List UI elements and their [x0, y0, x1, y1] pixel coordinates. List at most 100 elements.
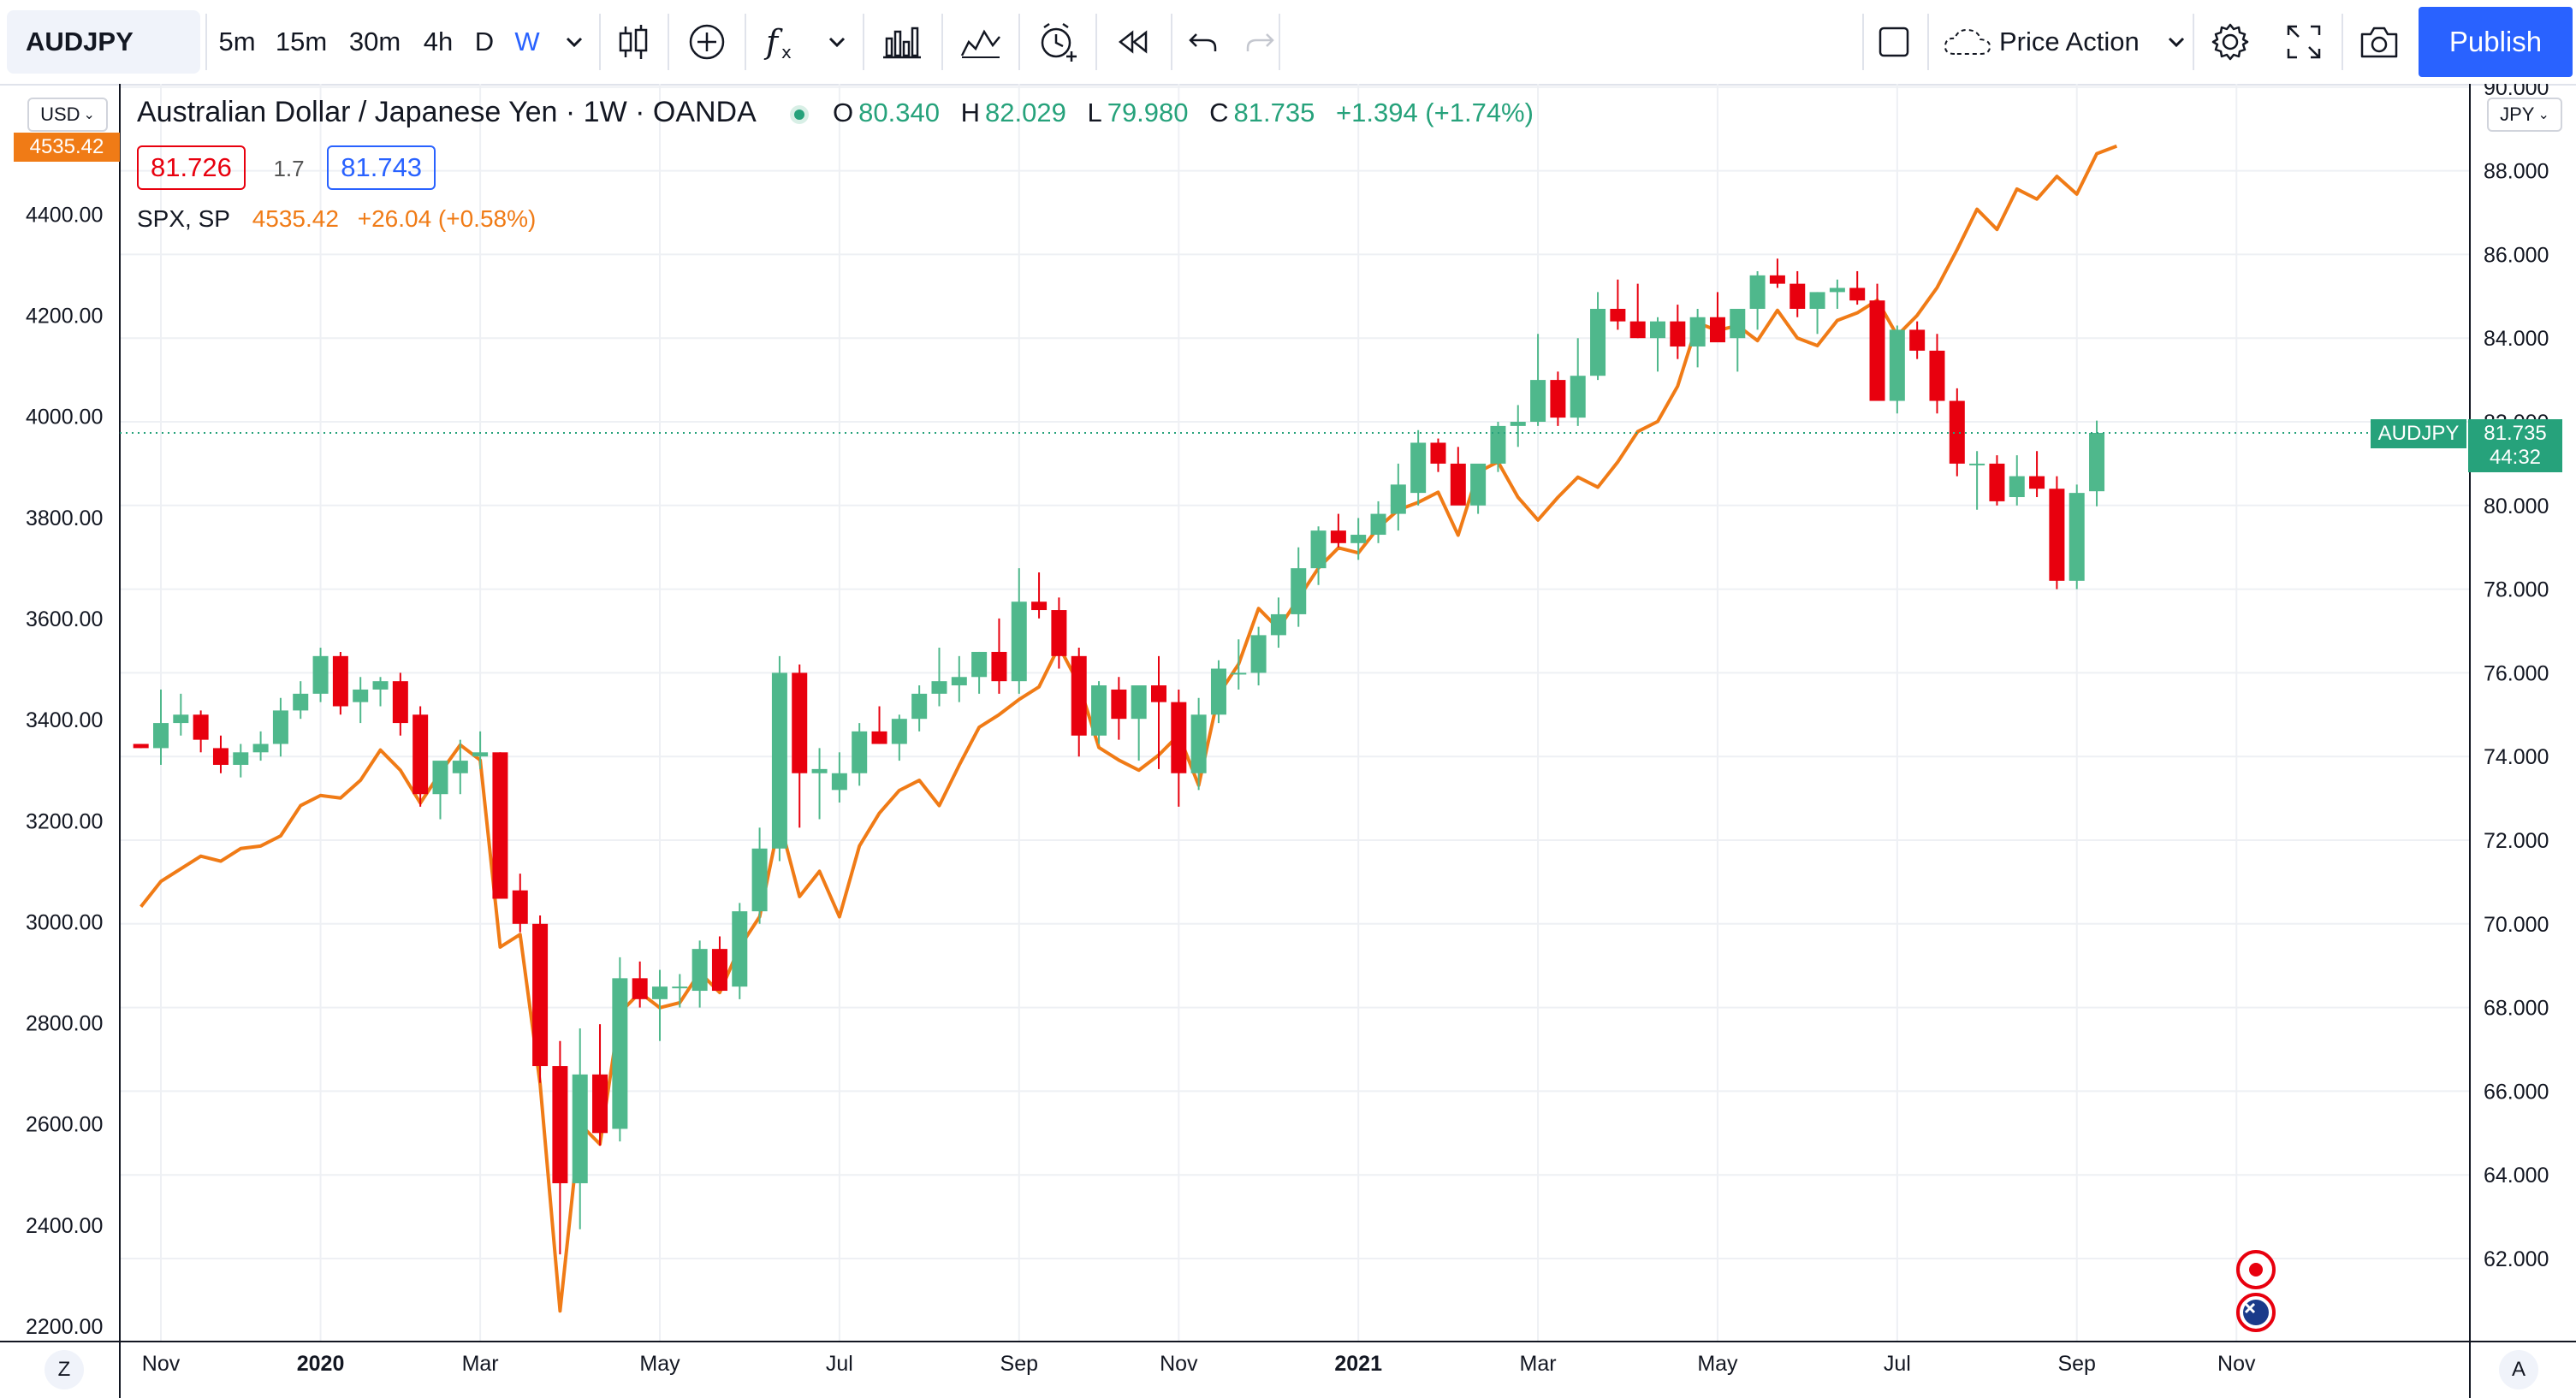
candle-body [353, 689, 369, 702]
spx-value: 4535.42 [252, 205, 339, 232]
layout-select-button[interactable] [1866, 0, 1922, 84]
candle-up [233, 743, 249, 778]
chart-area[interactable]: 62.000 64.000 66.000 68.000 70.000 72.000 74.0… [0, 84, 2576, 1398]
compare-button[interactable] [673, 0, 741, 84]
candle-body [891, 719, 907, 744]
candle-body [512, 890, 528, 924]
interval-d[interactable]: D [474, 27, 495, 56]
candle-body [392, 681, 408, 724]
interval-5m[interactable]: 5m [218, 27, 256, 56]
right-axis-tick: 76.000 [2484, 661, 2549, 685]
candle-body [472, 752, 489, 757]
candle-down [492, 752, 508, 899]
candle-down [532, 915, 549, 1083]
candle-body [1190, 714, 1207, 773]
candle-body [1430, 442, 1446, 464]
close-label: C [1209, 98, 1229, 127]
bid-button[interactable]: 81.726 [137, 145, 246, 190]
indicators-dropdown[interactable] [815, 0, 859, 84]
candle-body [1310, 530, 1327, 569]
candle-body [1550, 380, 1566, 418]
candle-body [831, 773, 847, 791]
interval-4h[interactable]: 4h [423, 27, 454, 56]
candle-up [353, 677, 369, 724]
candle-down [1450, 447, 1466, 506]
candle-up [612, 957, 628, 1142]
time-axis-bar: Z A [0, 1343, 2576, 1398]
right-currency-button[interactable]: JPY ⌄ [2487, 98, 2562, 132]
candle-body [1530, 380, 1546, 422]
candle-body [492, 752, 508, 899]
candle-up [272, 697, 288, 757]
candle-up [572, 1028, 588, 1229]
alert-button[interactable] [1024, 0, 1092, 84]
redo-button[interactable] [1232, 0, 1287, 84]
candle-up [1730, 308, 1746, 372]
candle-body [1749, 275, 1766, 309]
left-currency-label: USD [40, 104, 80, 125]
auto-scale-button[interactable]: A [2499, 1350, 2538, 1389]
right-axis-tick: 78.000 [2484, 578, 2549, 602]
candle-body [652, 986, 668, 999]
zoom-button[interactable]: Z [45, 1350, 84, 1389]
candle-up [252, 731, 269, 761]
candle-down [1909, 321, 1926, 359]
candle-body [732, 911, 748, 987]
bar-replay-button[interactable] [1101, 0, 1167, 84]
market-open-icon [790, 104, 810, 124]
candle-down [1610, 279, 1626, 330]
layout-name: Price Action [1999, 27, 2140, 56]
left-axis-tick: 3600.00 [26, 607, 103, 631]
candle-body [1570, 376, 1586, 418]
interval-w[interactable]: W [514, 27, 540, 56]
ask-button[interactable]: 81.743 [327, 145, 436, 190]
candle-body [2089, 432, 2105, 492]
templates-button[interactable] [868, 0, 936, 84]
symbol-search[interactable]: AUDJPY [7, 10, 200, 74]
candle-body [1151, 685, 1166, 702]
candle-down [1790, 270, 1806, 317]
fullscreen-button[interactable] [2273, 0, 2335, 84]
replay-indicators-button[interactable] [947, 0, 1015, 84]
publish-label: Publish [2448, 26, 2543, 57]
gear-icon [2211, 23, 2249, 61]
svg-text:f: f [763, 23, 783, 61]
auto-scale-label: A [2511, 1358, 2526, 1381]
candle-body [1410, 442, 1427, 494]
indicators-button[interactable]: f x [750, 0, 813, 84]
interval-15m[interactable]: 15m [275, 27, 328, 56]
toolbar-divider [1171, 14, 1172, 70]
left-currency-button[interactable]: USD ⌄ [27, 98, 108, 132]
left-axis-tick: 4000.00 [26, 406, 103, 429]
candle-body [1929, 350, 1945, 401]
event-markers[interactable] [2234, 1247, 2278, 1336]
left-axis-tick: 4400.00 [26, 203, 103, 227]
publish-button[interactable]: Publish [2419, 7, 2573, 77]
interval-30m[interactable]: 30m [348, 27, 401, 56]
candle-body [1790, 283, 1806, 309]
candle-down [1670, 305, 1686, 359]
last-price: 81.735 [2484, 422, 2547, 445]
candle-up [1530, 334, 1546, 426]
candle-up [1190, 697, 1207, 791]
candle-up [1490, 422, 1506, 472]
chart-type-button[interactable] [604, 0, 662, 84]
compare-plus-icon [689, 24, 725, 60]
right-axis-tick: 84.000 [2484, 327, 2549, 351]
candle-down [1849, 270, 1866, 305]
candle-up [911, 685, 928, 732]
settings-button[interactable] [2199, 0, 2261, 84]
toolbar-divider [1095, 14, 1097, 70]
right-axis-tick: 88.000 [2484, 160, 2549, 184]
layout-name-button[interactable]: Price Action [1934, 0, 2191, 84]
undo-button[interactable] [1176, 0, 1231, 84]
candle-body [332, 655, 348, 707]
symbol-description: Australian Dollar / Japanese Yen · 1W · … [137, 96, 757, 128]
x-axis-label: Mar [462, 1352, 499, 1376]
chart-canvas[interactable]: 62.000 64.000 66.000 68.000 70.000 72.000 74.0… [0, 84, 2576, 1398]
candle-down [552, 1040, 568, 1255]
candle-up [852, 723, 868, 786]
candle-down [632, 961, 648, 1008]
interval-dropdown[interactable] [553, 0, 596, 84]
snapshot-button[interactable] [2347, 0, 2412, 84]
